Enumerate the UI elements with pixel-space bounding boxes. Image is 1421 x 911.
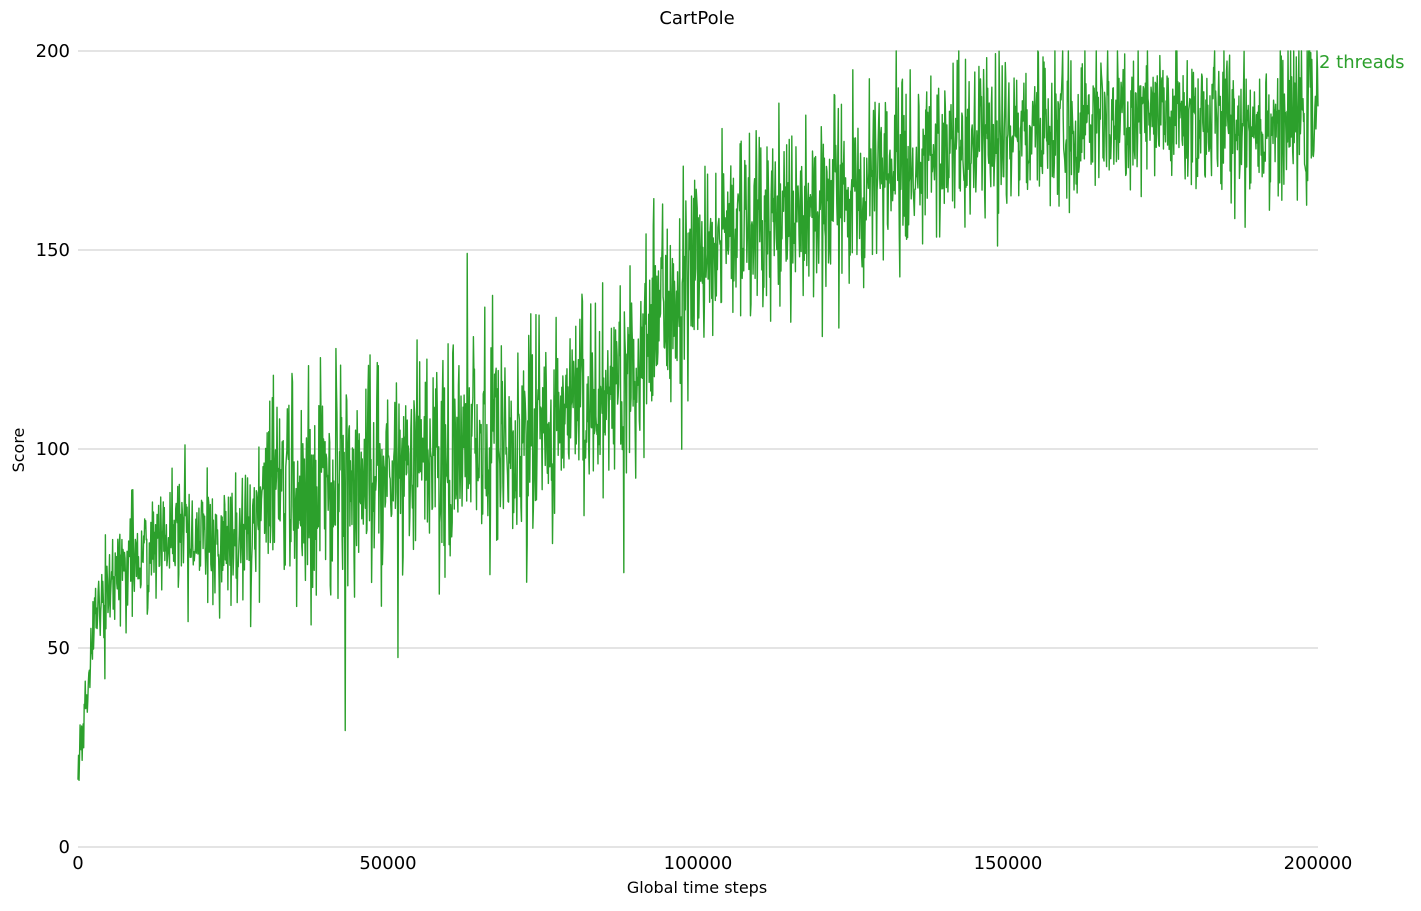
y-tick-label: 150 xyxy=(36,240,70,261)
x-tick-label: 200000 xyxy=(1284,853,1353,874)
chart-title: CartPole xyxy=(659,8,734,29)
x-tick-label: 0 xyxy=(72,853,83,874)
x-tick-label: 50000 xyxy=(359,853,416,874)
series-label-2-threads: 2 threads xyxy=(1319,52,1405,73)
x-axis-title: Global time steps xyxy=(627,878,767,897)
y-tick-label: 200 xyxy=(36,41,70,62)
series-line-2-threads xyxy=(77,50,1319,781)
y-tick-label: 100 xyxy=(36,439,70,460)
x-tick-label: 100000 xyxy=(664,853,733,874)
x-tick-label: 150000 xyxy=(974,853,1043,874)
y-tick-label: 50 xyxy=(47,638,70,659)
y-tick-label: 0 xyxy=(59,837,70,858)
y-axis-title: Score xyxy=(9,428,28,473)
axis-layer: 0 50 100 150 200 0 50000 100000 150000 200000 xyxy=(36,41,1353,874)
series-layer xyxy=(77,50,1319,781)
grid-layer xyxy=(78,50,1318,848)
